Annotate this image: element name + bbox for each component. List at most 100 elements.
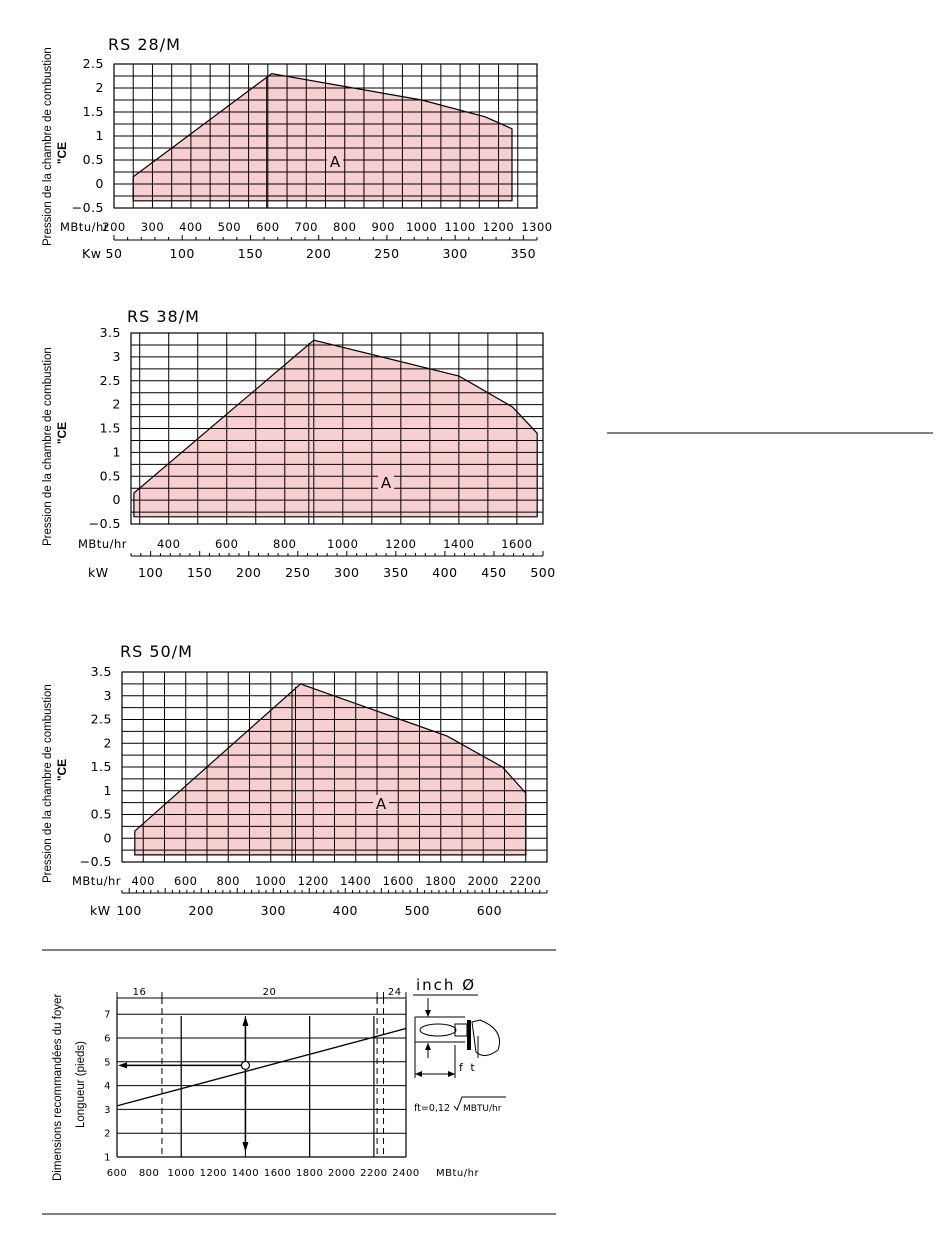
y-tick-label: 0 [113,492,121,507]
arrow-down-icon [242,1142,249,1152]
chart-title: RS 50/M [120,642,193,661]
y-tick-label: 2.5 [100,373,121,388]
kw-tick-label: 200 [306,246,331,261]
x-tick-label: 2200 [360,1168,387,1179]
kw-axis-unit: kW [90,903,111,918]
arrow-left-icon [415,1071,422,1077]
y-tick-label: 3 [104,1105,111,1116]
x-tick-label: 600 [256,220,279,234]
x-tick-label: 1200 [483,220,514,234]
y-tick-label: 2 [96,80,104,95]
x-tick-label: 1600 [264,1168,291,1179]
x-tick-label: 1200 [200,1168,227,1179]
plot-frame [113,63,538,209]
y-tick-label: 3 [113,349,121,364]
y-tick-label: 0 [104,830,112,845]
x-tick-label: 1400 [340,874,371,888]
y-tick-label: 6 [104,1034,111,1045]
y-tick-label: 1.5 [83,104,104,119]
kw-tick-label: 350 [511,246,536,261]
y-tick-label: 0.5 [83,152,104,167]
y-tick-label: 0.5 [91,807,112,822]
burner-head-icon [454,1023,468,1037]
x-tick-label: 400 [157,537,180,551]
arrow-down-icon [425,1010,431,1017]
x-tick-label: 2400 [392,1168,419,1179]
y-tick-label: 1 [104,783,112,798]
y-axis-unit: "CE [55,142,69,164]
x-tick-label: 500 [218,220,241,234]
kw-tick-label: 200 [189,903,214,918]
y-tick-label: 2.5 [91,712,112,727]
y-tick-label: 3.5 [100,325,121,340]
chart-rs38m: RS 38/M Pression de la chambre de combus… [42,307,555,580]
region-label: A [376,795,387,813]
kw-tick-label: 150 [238,246,263,261]
x-tick-label: 800 [333,220,356,234]
y-tick-label: 1 [104,1153,111,1164]
region-label: A [330,153,341,171]
length-curve [116,1027,407,1107]
kw-tick-label: 500 [405,903,430,918]
x-tick-label: 200 [102,220,125,234]
chart-rs50m: RS 50/M Pression de la chambre de combus… [42,642,548,918]
kw-tick-label: 600 [477,903,502,918]
y-axis-label: Pression de la chambre de combustion [42,47,54,246]
x-tick-label: 800 [217,874,240,888]
y-tick-label: −0.5 [72,200,104,215]
y-tick-label: 3.5 [91,664,112,679]
y-axis-unit: "CE [55,422,69,444]
x-tick-label: 1200 [385,537,416,551]
kw-tick-label: 100 [170,246,195,261]
kw-tick-label: 450 [481,565,506,580]
y-tick-label: 1 [113,444,121,459]
x-tick-label: 1800 [425,874,456,888]
chart-title: RS 28/M [108,35,181,54]
x-tick-label: 1100 [444,220,475,234]
arrow-up-icon [242,1016,249,1026]
x-tick-label: 1000 [327,537,358,551]
dimension-label: 20 [263,987,277,998]
arrow-up-icon [425,1043,431,1050]
x-tick-label: 2000 [468,874,499,888]
kw-tick-label: 400 [432,565,457,580]
x-tick-label: 1000 [255,874,286,888]
kw-tick-label: 300 [334,565,359,580]
x-tick-label: 600 [107,1168,128,1179]
grid [121,671,548,863]
x-tick-label: 1300 [521,220,552,234]
y-tick-label: 4 [104,1081,111,1092]
y-tick-label: 1.5 [100,421,121,436]
grid [117,1013,406,1157]
chart-title: RS 38/M [127,307,200,326]
kw-tick-label: 250 [285,565,310,580]
y-tick-label: 0 [96,176,104,191]
kw-tick-label: 400 [333,903,358,918]
kw-tick-label: 200 [236,565,261,580]
y-tick-label: −0.5 [89,516,121,531]
y-tick-label: 3 [104,688,112,703]
x-tick-label: 1800 [296,1168,323,1179]
y-tick-label: −0.5 [80,854,112,869]
x-tick-label: 700 [295,220,318,234]
y-axis-label-2: Longueur (pieds) [75,1041,87,1128]
y-axis-label: Pression de la chambre de combustion [42,684,54,883]
y-tick-label: 2 [113,397,121,412]
x-tick-label: 1200 [298,874,329,888]
kw-tick-label: 150 [187,565,212,580]
region-label-bg [373,795,389,810]
x-tick-label: 300 [141,220,164,234]
y-axis-unit: "CE [55,759,69,781]
y-axis-label: Pression de la chambre de combustion [42,347,54,546]
x-tick-label: 1600 [501,537,532,551]
burner-diagram: inch Ø f t ft=0,12 MBTU/hr [413,976,506,1114]
x-axis-unit: MBtu/hr [436,1168,479,1179]
x-tick-label: 2200 [510,874,541,888]
kw-tick-label: 500 [530,565,555,580]
y-tick-label: 5 [104,1057,111,1068]
kw-axis-unit: kW [88,565,109,580]
x-tick-label: 2000 [328,1168,355,1179]
arrow-right-icon [448,1071,455,1077]
dimension-label: 24 [388,987,402,998]
